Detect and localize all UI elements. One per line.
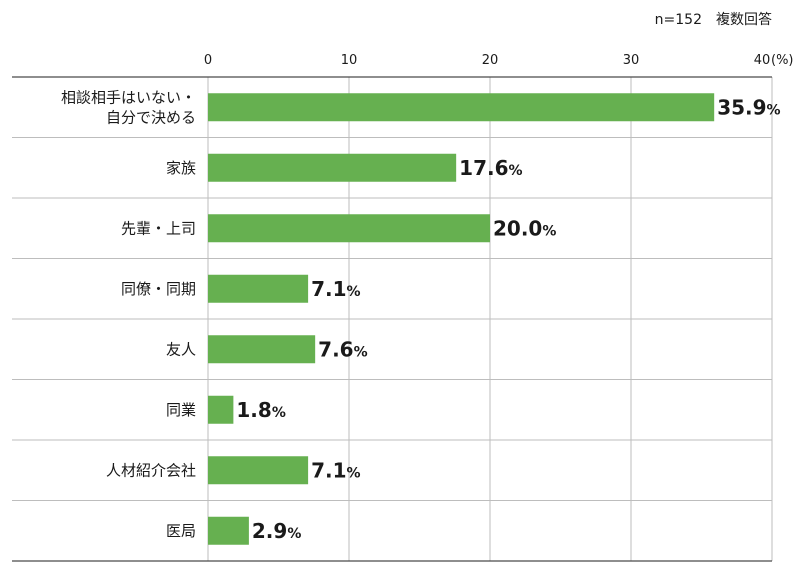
- bar: [208, 395, 234, 424]
- category-label: 人材紹介会社: [106, 461, 196, 479]
- bar: [208, 214, 490, 243]
- x-tick-label: 20: [482, 53, 499, 68]
- value-label: 35.9%: [717, 95, 780, 119]
- x-tick-label: 10: [341, 53, 358, 68]
- value-number: 35.9: [717, 95, 766, 119]
- value-percent-sign: %: [272, 405, 286, 421]
- x-tick-label: 0: [204, 53, 212, 68]
- bar: [208, 93, 715, 122]
- value-label: 1.8%: [236, 398, 285, 422]
- category-label: 家族: [166, 159, 196, 177]
- value-label: 7.1%: [311, 277, 360, 301]
- value-percent-sign: %: [542, 223, 556, 239]
- bar: [208, 456, 309, 485]
- value-number: 20.0: [493, 216, 542, 240]
- x-tick-label: 30: [623, 53, 640, 68]
- category-label: 自分で決める: [106, 108, 196, 126]
- value-number: 7.1: [311, 458, 346, 482]
- value-number: 7.1: [311, 277, 346, 301]
- value-label: 2.9%: [252, 519, 301, 543]
- value-labels: 35.9%17.6%20.0%7.1%7.6%1.8%7.1%2.9%: [236, 95, 780, 543]
- bar: [208, 516, 249, 545]
- category-label: 先輩・上司: [121, 219, 196, 237]
- category-label: 相談相手はいない・: [61, 88, 196, 106]
- value-percent-sign: %: [509, 163, 523, 179]
- value-number: 17.6: [459, 156, 508, 180]
- value-label: 20.0%: [493, 216, 556, 240]
- value-percent-sign: %: [354, 344, 368, 360]
- x-axis-unit: (%): [771, 53, 794, 68]
- category-label: 医局: [166, 522, 196, 540]
- value-label: 17.6%: [459, 156, 522, 180]
- value-number: 1.8: [236, 398, 271, 422]
- value-percent-sign: %: [287, 526, 301, 542]
- category-label: 友人: [166, 340, 196, 358]
- bar: [208, 274, 309, 303]
- value-percent-sign: %: [347, 465, 361, 481]
- value-label: 7.6%: [318, 337, 367, 361]
- row-dividers: [12, 76, 772, 562]
- bar: [208, 153, 457, 182]
- bar: [208, 335, 316, 364]
- category-label: 同僚・同期: [121, 280, 196, 298]
- bars: [208, 93, 715, 545]
- value-percent-sign: %: [767, 102, 781, 118]
- value-label: 7.1%: [311, 458, 360, 482]
- category-label: 同業: [166, 401, 196, 419]
- value-number: 2.9: [252, 519, 287, 543]
- value-percent-sign: %: [347, 284, 361, 300]
- sample-note: n=152 複数回答: [655, 11, 772, 28]
- value-number: 7.6: [318, 337, 353, 361]
- x-axis-ticks: 0 10 20 30 40 (%): [204, 53, 794, 68]
- x-tick-label: 40: [754, 53, 771, 68]
